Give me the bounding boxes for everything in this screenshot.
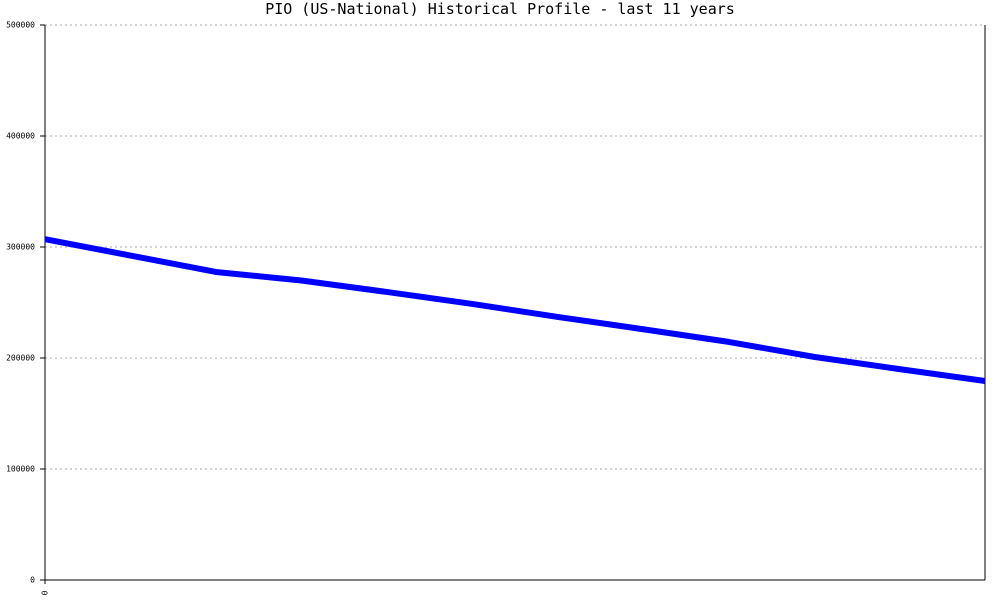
y-tick-label: 300000 [6,243,35,252]
y-tick-label: 0 [30,576,35,585]
data-line [44,236,986,384]
y-tick-label: 100000 [6,465,35,474]
chart-title: PIO (US-National) Historical Profile - l… [265,0,735,18]
x-tick-label: 0 [41,590,50,595]
y-tick-label: 200000 [6,354,35,363]
y-tick-label: 400000 [6,132,35,141]
y-tick-label: 500000 [6,21,35,30]
